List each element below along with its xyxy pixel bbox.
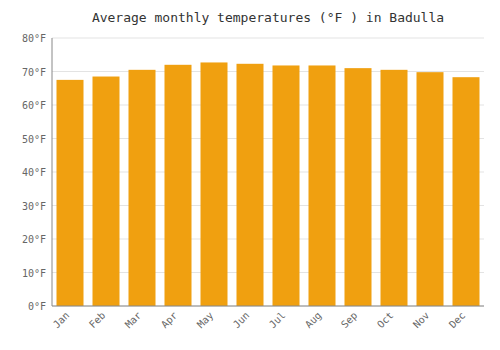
y-grid-line (52, 38, 484, 39)
bar (237, 64, 264, 306)
bar (57, 80, 84, 306)
x-axis-line (52, 306, 484, 307)
bar (381, 70, 408, 306)
x-tick-label: Oct (375, 310, 396, 331)
grid (52, 38, 484, 306)
x-tick-label: Jul (267, 310, 288, 331)
chart-title: Average monthly temperatures (°F ) in Ba… (92, 10, 444, 25)
y-tick-label: 0°F (28, 301, 46, 312)
bar (345, 68, 372, 306)
y-tick-label: 70°F (22, 67, 46, 78)
bar (165, 65, 192, 306)
bar (129, 70, 156, 306)
x-tick-label: Nov (411, 310, 432, 331)
y-tick-label: 50°F (22, 134, 46, 145)
bar (417, 72, 444, 306)
chart-root: Average monthly temperatures (°F ) in Ba… (0, 0, 500, 350)
x-tick-label: May (195, 310, 216, 331)
bars (57, 62, 480, 306)
y-tick-label: 30°F (22, 201, 46, 212)
x-tick-label: Jun (231, 310, 252, 331)
x-tick-label: Sep (339, 310, 360, 331)
y-tick-label: 40°F (22, 167, 46, 178)
x-tick-label: Feb (87, 310, 108, 331)
y-tick-label: 20°F (22, 234, 46, 245)
x-tick-label: Apr (159, 310, 180, 331)
y-tick-label: 60°F (22, 100, 46, 111)
x-tick-label: Dec (447, 310, 468, 331)
bar (309, 65, 336, 306)
x-tick-label: Mar (123, 310, 144, 331)
bar (201, 62, 228, 306)
bar (453, 77, 480, 306)
chart: Average monthly temperatures (°F ) in Ba… (0, 0, 500, 350)
bar (93, 77, 120, 306)
bar (273, 65, 300, 306)
y-tick-label: 80°F (22, 33, 46, 44)
y-tick-label: 10°F (22, 268, 46, 279)
x-tick-label: Aug (303, 310, 324, 331)
y-grid-line (52, 306, 484, 307)
y-axis-line (52, 38, 53, 306)
y-grid-line (52, 71, 484, 72)
x-tick-label: Jan (51, 310, 72, 331)
